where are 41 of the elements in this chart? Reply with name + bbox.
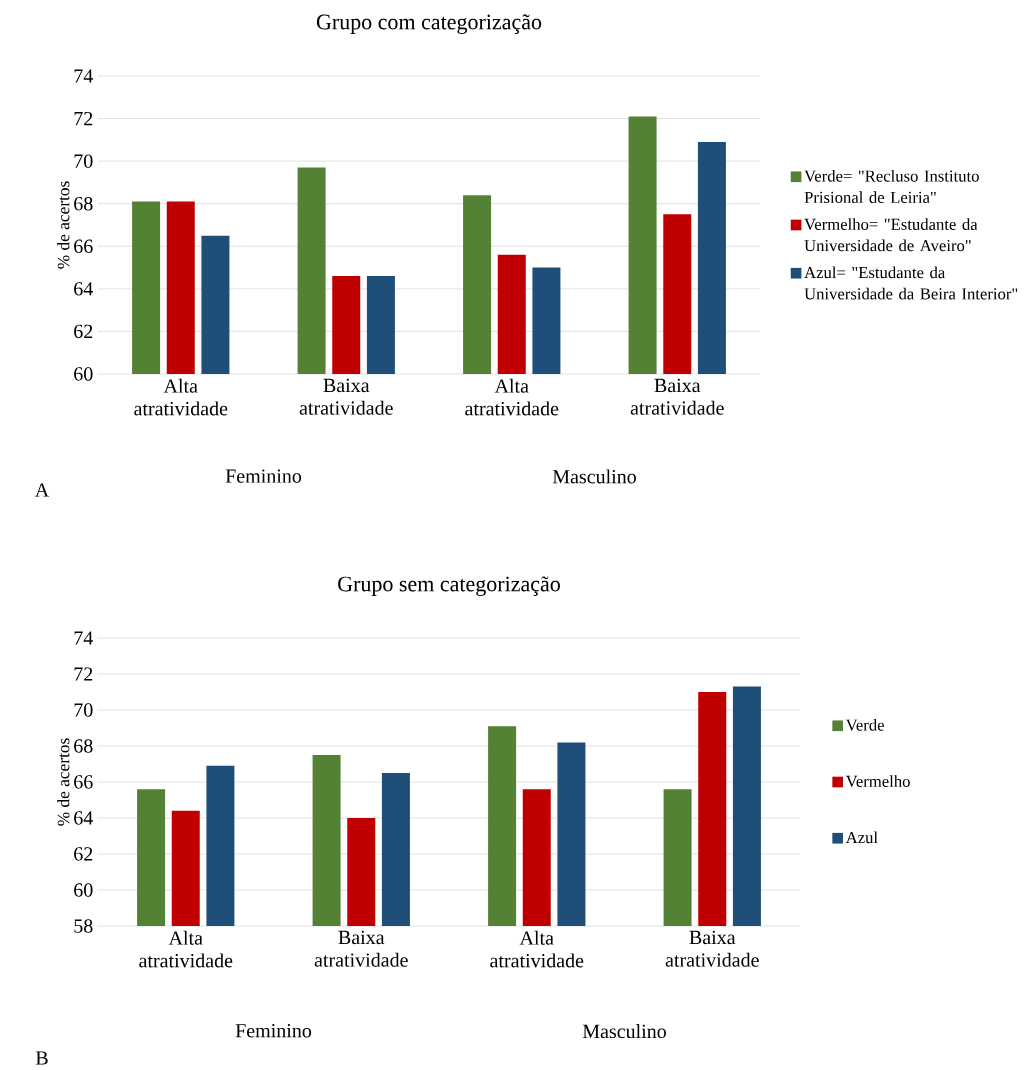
y-tick-label: 72	[74, 667, 93, 681]
x-tick-label: Baixa atratividade	[314, 930, 408, 967]
text: Masculino	[552, 469, 636, 484]
legend-label: Vermelho	[845, 775, 910, 788]
legend-label: Vermelho= "Estudante da Universidade de Aveiro"	[804, 218, 978, 252]
y-tick-label: 62	[74, 847, 93, 861]
x-tick-label: Alta atratividade	[465, 378, 559, 416]
text: Feminino	[225, 469, 302, 483]
x-tick-label: Alta atratividade	[139, 930, 233, 968]
text: A	[34, 483, 50, 497]
y-axis-title: % de acertos	[57, 738, 70, 826]
legend-label: Verde= "Recluso Instituto Prisional de Leiria"	[804, 169, 979, 204]
legend-label: Verde	[845, 718, 884, 731]
y-tick-label: 64	[74, 282, 93, 296]
text: Masculino	[582, 1024, 666, 1039]
text: B	[35, 1051, 48, 1065]
x-tick-label: Baixa atratividade	[299, 378, 393, 415]
y-tick-label: 70	[74, 154, 93, 168]
y-tick-label: 74	[74, 69, 93, 83]
legend-label: Azul= "Estudante da Universidade da Beira Interior"	[804, 266, 1018, 300]
y-tick-label: 70	[74, 703, 93, 717]
y-tick-label: 66	[74, 239, 93, 253]
legend-label: Azul	[845, 831, 878, 844]
x-tick-label: Baixa atratividade	[630, 378, 724, 415]
y-tick-label: 60	[74, 367, 93, 381]
x-tick-label: Alta atratividade	[134, 378, 228, 416]
y-tick-label: 74	[74, 631, 93, 645]
y-tick-label: 72	[74, 111, 93, 126]
y-tick-label: 68	[74, 196, 93, 211]
x-tick-label: Alta atratividade	[490, 930, 584, 968]
y-tick-label: 68	[74, 739, 93, 753]
y-tick-label: 66	[74, 775, 93, 789]
y-tick-label: 60	[74, 883, 93, 897]
y-tick-label: 64	[74, 811, 93, 825]
y-tick-label: 62	[74, 324, 93, 339]
y-axis-title: % de acertos	[57, 181, 70, 269]
y-tick-label: 58	[74, 919, 93, 933]
chart-title: Grupo com categorização	[316, 14, 542, 34]
text: Feminino	[235, 1024, 312, 1038]
x-tick-label: Baixa atratividade	[665, 930, 759, 967]
chart-title: Grupo sem categorização	[338, 576, 560, 596]
